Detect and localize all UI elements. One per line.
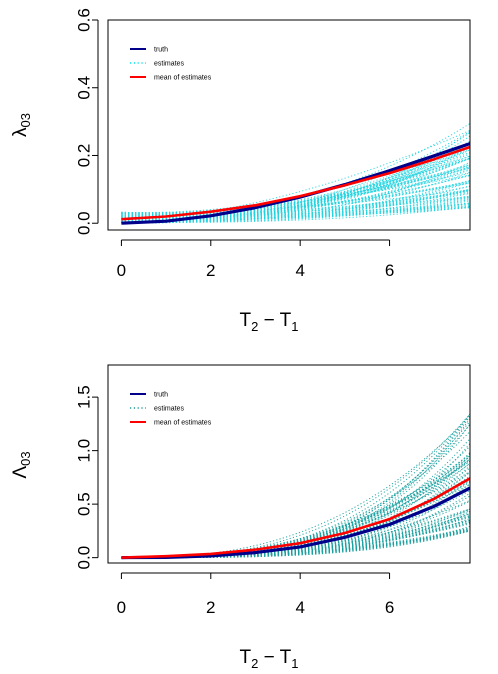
x-tick-label: 2 bbox=[206, 261, 215, 280]
estimate-curve bbox=[121, 446, 470, 559]
estimate-curve bbox=[121, 475, 470, 559]
estimate-curve bbox=[121, 500, 470, 559]
estimate-curve bbox=[121, 424, 470, 559]
y-axis: 0.0 0.5 1.0 1.5 bbox=[75, 385, 99, 569]
x-tick-label: 0 bbox=[117, 261, 126, 280]
legend-label: mean of estimates bbox=[154, 75, 212, 82]
plot-area bbox=[121, 123, 470, 225]
x-tick-label: 0 bbox=[117, 598, 126, 617]
plot-frame bbox=[107, 19, 471, 231]
estimate-curve bbox=[121, 146, 470, 224]
x-tick-label: 2 bbox=[206, 598, 215, 617]
y-tick-label: 0.5 bbox=[75, 492, 94, 516]
y-tick-label: 0.4 bbox=[75, 76, 94, 100]
mean-curve bbox=[121, 477, 470, 559]
legend: truth estimates mean of estimates bbox=[130, 392, 212, 427]
x-tick-label: 4 bbox=[295, 598, 304, 617]
y-tick-label: 0.6 bbox=[75, 8, 94, 32]
chart-panel-2: 0 2 4 6 0.0 0.5 1.0 1.5 Λ03 T2 − T1 truth estimates… bbox=[10, 364, 471, 671]
legend-label: truth bbox=[154, 392, 168, 399]
x-axis: 0 2 4 6 bbox=[117, 239, 394, 280]
plot-frame bbox=[107, 364, 471, 564]
estimate-curve bbox=[121, 418, 470, 559]
estimate-curve bbox=[121, 424, 470, 559]
estimate-curve bbox=[121, 413, 470, 559]
y-axis: 0.0 0.2 0.4 0.6 bbox=[75, 8, 99, 235]
estimate-curve bbox=[121, 416, 470, 559]
estimates-curves bbox=[121, 413, 470, 559]
y-tick-label: 0.0 bbox=[75, 546, 94, 570]
legend-label: mean of estimates bbox=[154, 420, 212, 427]
estimate-curve bbox=[121, 438, 470, 559]
estimates-curves bbox=[121, 123, 470, 224]
estimate-curve bbox=[121, 174, 470, 215]
mean-curve bbox=[121, 145, 470, 221]
legend-label: estimates bbox=[154, 61, 184, 68]
estimate-curve bbox=[121, 182, 470, 215]
legend-label: truth bbox=[154, 47, 168, 54]
y-tick-label: 0.2 bbox=[75, 144, 94, 168]
y-tick-label: 1.5 bbox=[75, 385, 94, 409]
x-axis-title: T2 − T1 bbox=[240, 310, 299, 334]
legend: truth estimates mean of estimates bbox=[130, 47, 212, 82]
legend-label: estimates bbox=[154, 406, 184, 413]
estimate-curve bbox=[121, 431, 470, 559]
estimate-curve bbox=[121, 149, 470, 219]
truth-curve bbox=[121, 486, 470, 560]
x-axis: 0 2 4 6 bbox=[117, 572, 394, 617]
x-tick-label: 6 bbox=[385, 598, 394, 617]
y-axis-title: λ03 bbox=[10, 113, 33, 137]
plot-area bbox=[121, 413, 470, 560]
y-axis-title: Λ03 bbox=[10, 451, 33, 478]
estimate-curve bbox=[121, 415, 470, 559]
estimate-curve bbox=[121, 413, 470, 559]
x-axis-title: T2 − T1 bbox=[240, 647, 299, 671]
y-tick-label: 0.0 bbox=[75, 211, 94, 235]
chart-panel-1: 0 2 4 6 0.0 0.2 0.4 0.6 λ03 T2 − T1 truth estimates… bbox=[10, 8, 471, 334]
y-tick-label: 1.0 bbox=[75, 439, 94, 463]
x-tick-label: 4 bbox=[295, 261, 304, 280]
estimate-curve bbox=[121, 477, 470, 559]
estimate-curve bbox=[121, 413, 470, 559]
x-tick-label: 6 bbox=[385, 261, 394, 280]
